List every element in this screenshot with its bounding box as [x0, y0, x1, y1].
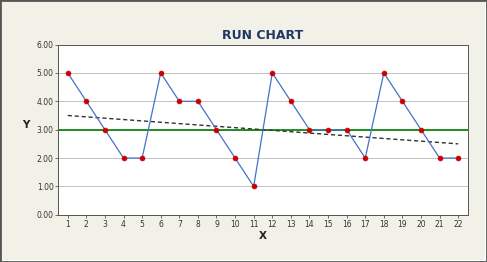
X-axis label: X: X — [259, 232, 267, 242]
Y-axis label: Y: Y — [22, 120, 29, 130]
Title: RUN CHART: RUN CHART — [223, 29, 303, 42]
